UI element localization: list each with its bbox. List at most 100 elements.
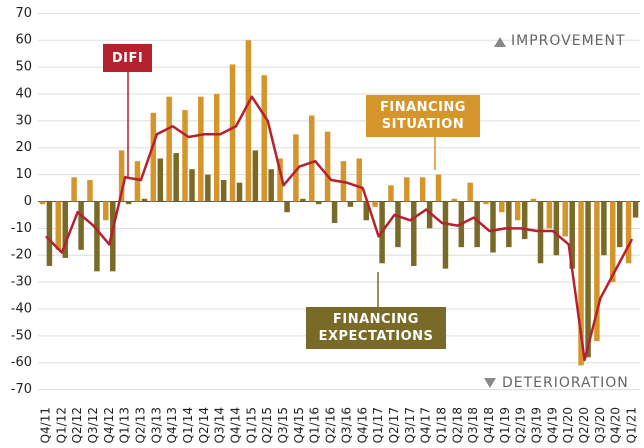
bar <box>537 201 544 264</box>
bar <box>55 201 62 250</box>
bar <box>632 201 639 218</box>
bar <box>467 182 473 202</box>
y-tick-label: -40 <box>11 301 32 316</box>
bar <box>213 93 220 202</box>
bar <box>553 201 560 256</box>
bar <box>506 201 512 248</box>
bar <box>419 177 426 202</box>
x-tick-label: Q3/13 <box>149 407 163 443</box>
x-tick-label: Q3/15 <box>276 407 290 443</box>
y-tick-label: 50 <box>15 60 32 75</box>
x-tick-label: Q4/19 <box>545 407 559 443</box>
bar <box>94 201 100 272</box>
bar <box>293 134 299 202</box>
bar <box>87 179 93 202</box>
bar <box>594 201 600 342</box>
bar <box>182 110 188 202</box>
y-tick-label: 10 <box>15 167 32 182</box>
bar <box>125 201 132 205</box>
x-tick-label: Q1/15 <box>244 407 258 443</box>
bar <box>562 201 568 237</box>
bar <box>39 201 46 205</box>
y-tick-label: 40 <box>15 86 32 101</box>
x-tick-label: Q3/20 <box>593 407 607 443</box>
bar <box>356 158 363 202</box>
bar <box>284 201 290 213</box>
bar <box>134 161 141 202</box>
x-tick-label: Q4/14 <box>229 407 243 443</box>
bar <box>300 198 306 202</box>
bar <box>157 158 164 202</box>
x-tick-label: Q2/18 <box>450 407 464 443</box>
bar <box>141 198 148 202</box>
y-tick-label: 60 <box>15 33 32 48</box>
bar <box>546 201 553 229</box>
bar <box>514 201 521 221</box>
x-tick-label: Q2/19 <box>514 407 528 443</box>
bar <box>395 201 401 248</box>
bar <box>277 158 283 202</box>
up-arrow <box>494 37 506 47</box>
y-tick-label: -30 <box>11 275 32 290</box>
legend-difi: DIFI <box>103 44 152 72</box>
bar <box>308 115 315 202</box>
bar <box>62 201 69 258</box>
x-tick-label: Q4/16 <box>355 407 369 443</box>
bar <box>245 40 252 202</box>
x-tick-label: Q2/17 <box>387 407 401 443</box>
plot: -70 -60 -50 -40 -30 -20 -10 0 10 20 30 40 50 60 70 Q4/1… <box>11 6 640 443</box>
bar <box>198 96 204 202</box>
x-tick-label: Q3/18 <box>466 407 480 443</box>
x-tick-label: Q4/17 <box>419 407 433 443</box>
bar <box>363 201 370 221</box>
x-tick-label: Q1/20 <box>561 407 575 443</box>
bar <box>569 201 575 269</box>
bar <box>110 201 116 272</box>
y-tick-label: -50 <box>11 328 32 343</box>
bar <box>150 112 157 202</box>
x-tick-label: Q3/19 <box>530 407 544 443</box>
x-tick-label: Q3/16 <box>339 407 353 443</box>
bar <box>609 201 616 283</box>
x-tick-label: Q2/14 <box>197 407 211 443</box>
bar <box>78 201 84 250</box>
x-tick-label: Q2/15 <box>260 407 274 443</box>
bar <box>103 201 109 221</box>
x-tick-label: Q1/13 <box>118 407 132 443</box>
bar <box>499 201 505 213</box>
improvement-note: IMPROVEMENT <box>511 33 626 49</box>
y-tick-label: 0 <box>24 194 32 209</box>
bar <box>324 131 331 202</box>
bar <box>71 177 77 202</box>
y-tick-label: 20 <box>15 140 32 155</box>
bar <box>404 177 410 202</box>
bar <box>315 201 322 205</box>
y-tick-label: 30 <box>15 113 32 128</box>
x-tick-label: Q4/15 <box>292 407 306 443</box>
x-tick-label: Q1/21 <box>625 407 639 443</box>
bar <box>585 201 591 358</box>
x-tick-label: Q2/20 <box>577 407 591 443</box>
x-tick-label: Q4/11 <box>38 407 52 443</box>
bar <box>252 150 259 202</box>
bar <box>601 201 607 256</box>
bar <box>261 75 267 202</box>
bar <box>530 198 537 202</box>
bar <box>426 201 433 229</box>
x-tick-label: Q1/18 <box>434 407 448 443</box>
difi-line <box>45 95 634 362</box>
legend-expectations: FINANCING EXPECTATIONS <box>306 307 446 349</box>
bar <box>205 174 211 202</box>
x-tick-label: Q3/17 <box>403 407 417 443</box>
x-tick-label: Q1/14 <box>181 407 195 443</box>
x-tick-label: Q4/20 <box>609 407 623 443</box>
x-tick-label: Q3/14 <box>213 407 227 443</box>
bar <box>616 201 623 248</box>
legend-situation: FINANCING SITUATION <box>366 95 480 137</box>
bar <box>372 201 378 207</box>
x-tick-label: Q1/12 <box>54 407 68 443</box>
y-tick-label: -20 <box>11 248 32 263</box>
bar <box>236 182 243 202</box>
x-tick-label: Q2/16 <box>324 407 338 443</box>
